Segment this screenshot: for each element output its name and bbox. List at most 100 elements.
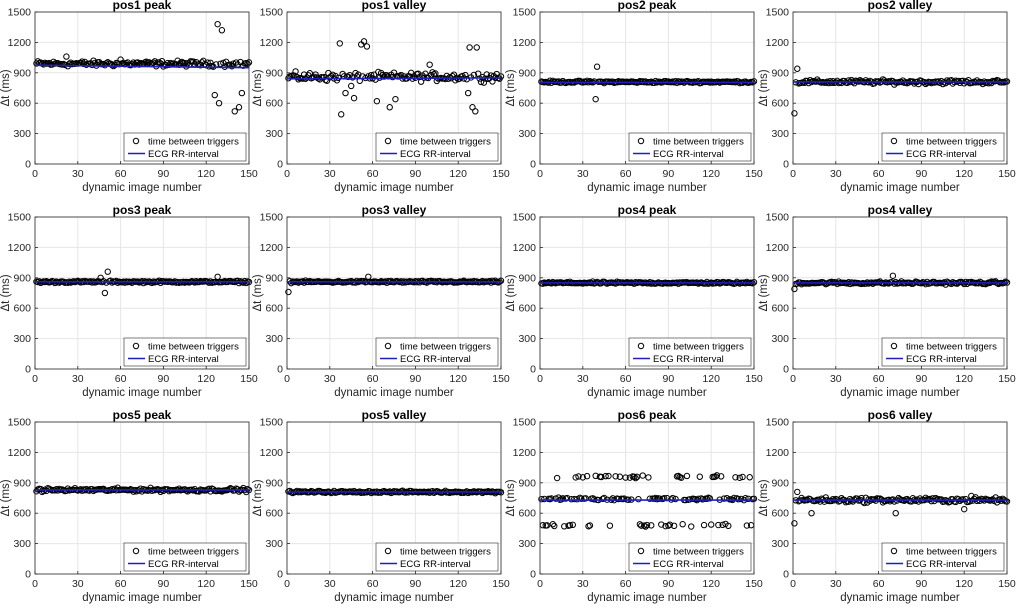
- legend-label-ecg: ECG RR-interval: [906, 149, 977, 160]
- trigger-marker: [285, 288, 292, 296]
- x-tick-label: 30: [324, 373, 336, 385]
- legend-box: [375, 542, 499, 572]
- y-tick-label: 900: [13, 272, 31, 284]
- x-tick-label: 0: [537, 578, 543, 590]
- trigger-marker: [432, 70, 439, 77]
- legend-marker-symbol: [637, 137, 645, 145]
- x-tick-label: 150: [240, 168, 258, 180]
- y-tick-label: 0: [530, 159, 536, 171]
- subplot-title: pos4 valley: [868, 203, 933, 217]
- legend-label-ecg: ECG RR-interval: [653, 149, 724, 160]
- x-tick-label: 150: [240, 373, 258, 385]
- y-tick-label: 1500: [260, 212, 284, 224]
- legend-box: [628, 337, 752, 367]
- trigger-marker: [943, 77, 951, 84]
- trigger-marker: [561, 523, 568, 530]
- axes-box: [539, 11, 755, 165]
- trigger-marker: [688, 523, 695, 530]
- trigger-marker: [40, 61, 47, 68]
- trigger-marker: [592, 472, 599, 480]
- x-tick-label: 0: [32, 578, 38, 590]
- y-tick-label: 1500: [513, 212, 537, 224]
- trigger-marker: [583, 77, 591, 85]
- trigger-marker: [217, 60, 224, 68]
- y-tick-label: 600: [13, 508, 31, 520]
- trigger-marker: [700, 521, 708, 529]
- y-tick-label: 900: [771, 67, 789, 79]
- trigger-marker: [338, 111, 345, 118]
- trigger-marker: [231, 108, 238, 115]
- x-axis-label: dynamic image number: [334, 592, 454, 604]
- trigger-marker: [349, 74, 356, 81]
- trigger-marker: [703, 495, 711, 502]
- trigger-marker: [235, 279, 243, 287]
- trigger-marker: [63, 53, 70, 60]
- legend-label-ecg: ECG RR-interval: [906, 354, 977, 365]
- subplot-title: pos2 peak: [618, 0, 677, 12]
- trigger-marker: [288, 279, 295, 287]
- trigger-marker: [633, 473, 641, 481]
- trigger-marker: [715, 521, 722, 529]
- trigger-marker: [113, 277, 120, 285]
- ecg-rr-line: [34, 64, 250, 69]
- trigger-marker: [51, 279, 59, 287]
- legend-label-ecg: ECG RR-interval: [653, 354, 724, 365]
- y-tick-label: 900: [771, 272, 789, 284]
- legend-label-triggers: time between triggers: [148, 342, 239, 353]
- subplot-title: pos6 peak: [618, 408, 677, 422]
- y-tick-label: 1200: [766, 37, 790, 49]
- x-tick-label: 0: [790, 373, 796, 385]
- x-tick-label: 30: [577, 578, 589, 590]
- x-tick-label: 120: [197, 578, 215, 590]
- trigger-marker: [204, 59, 211, 66]
- axes-box: [792, 11, 1008, 165]
- y-tick-label: 300: [13, 333, 31, 345]
- x-tick-label: 120: [702, 373, 720, 385]
- y-axis-label: Δt (ms): [252, 479, 264, 516]
- trigger-marker: [794, 65, 801, 72]
- trigger-marker: [386, 104, 393, 111]
- legend-label-triggers: time between triggers: [400, 137, 491, 148]
- y-tick-label: 1200: [260, 37, 284, 49]
- y-tick-label: 0: [25, 159, 31, 171]
- y-axis-label: Δt (ms): [758, 274, 770, 311]
- x-tick-label: 0: [790, 578, 796, 590]
- trigger-marker: [992, 77, 999, 85]
- y-tick-label: 900: [13, 477, 31, 489]
- trigger-marker: [723, 494, 731, 502]
- y-tick-label: 600: [771, 508, 789, 520]
- trigger-marker: [140, 279, 147, 287]
- trigger-marker: [569, 521, 577, 529]
- legend-label-triggers: time between triggers: [906, 342, 997, 353]
- trigger-marker: [470, 277, 478, 285]
- y-tick-label: 900: [265, 272, 283, 284]
- subplot-title: pos3 peak: [113, 203, 172, 217]
- x-tick-label: 60: [367, 578, 379, 590]
- y-axis-label: Δt (ms): [252, 274, 264, 311]
- trigger-marker: [602, 472, 609, 480]
- trigger-marker: [130, 59, 137, 66]
- legend-marker-symbol: [132, 547, 140, 555]
- y-tick-label: 1500: [766, 7, 790, 19]
- y-tick-label: 1200: [8, 242, 32, 254]
- x-tick-label: 60: [620, 578, 632, 590]
- y-tick-label: 0: [277, 364, 283, 376]
- y-axis-label: Δt (ms): [0, 479, 12, 516]
- trigger-marker: [648, 522, 655, 529]
- trigger-marker: [733, 495, 741, 502]
- legend-label-ecg: ECG RR-interval: [653, 559, 724, 570]
- y-tick-label: 300: [265, 128, 283, 140]
- y-tick-label: 900: [518, 67, 536, 79]
- legend-box: [123, 337, 247, 367]
- y-tick-label: 1500: [513, 417, 537, 429]
- x-tick-label: 0: [537, 373, 543, 385]
- legend-marker-symbol: [637, 342, 645, 350]
